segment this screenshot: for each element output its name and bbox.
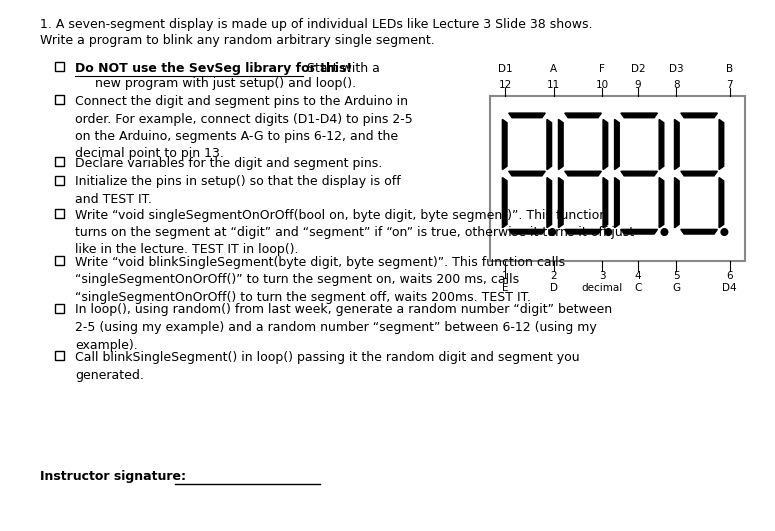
- Text: D: D: [549, 283, 558, 293]
- Text: Do NOT use the SevSeg library for this!: Do NOT use the SevSeg library for this!: [75, 62, 352, 75]
- Circle shape: [549, 229, 556, 235]
- Bar: [55, 351, 64, 360]
- Circle shape: [605, 229, 611, 235]
- Text: Connect the digit and segment pins to the Arduino in
order. For example, connect: Connect the digit and segment pins to th…: [75, 95, 413, 160]
- Polygon shape: [508, 171, 546, 176]
- Text: Declare variables for the digit and segment pins.: Declare variables for the digit and segm…: [75, 157, 382, 170]
- Bar: [55, 157, 64, 166]
- Text: Write “void blinkSingleSegment(byte digit, byte segment)”. This function calls
“: Write “void blinkSingleSegment(byte digi…: [75, 256, 565, 304]
- Bar: [490, 96, 745, 261]
- Text: G: G: [672, 283, 680, 293]
- Polygon shape: [565, 113, 601, 118]
- Text: D1: D1: [498, 64, 512, 74]
- Polygon shape: [680, 113, 718, 118]
- Circle shape: [721, 229, 728, 235]
- Polygon shape: [674, 177, 679, 228]
- Polygon shape: [621, 113, 657, 118]
- Text: 8: 8: [673, 80, 680, 90]
- Text: In loop(), using random() from last week, generate a random number “digit” betwe: In loop(), using random() from last week…: [75, 304, 612, 352]
- Polygon shape: [565, 171, 601, 176]
- Polygon shape: [680, 171, 718, 176]
- Text: Call blinkSingleSegment() in loop() passing it the random digit and segment you
: Call blinkSingleSegment() in loop() pass…: [75, 351, 580, 381]
- Text: D4: D4: [722, 283, 737, 293]
- Polygon shape: [559, 119, 563, 169]
- Polygon shape: [502, 119, 507, 169]
- Circle shape: [661, 229, 668, 235]
- Text: 2: 2: [550, 271, 557, 281]
- Polygon shape: [674, 119, 679, 169]
- Polygon shape: [659, 177, 664, 228]
- Bar: [55, 95, 64, 104]
- Text: B: B: [726, 64, 733, 74]
- Polygon shape: [719, 119, 724, 169]
- Text: 9: 9: [635, 80, 641, 90]
- Polygon shape: [547, 177, 552, 228]
- Polygon shape: [603, 119, 608, 169]
- Polygon shape: [559, 177, 563, 228]
- Text: Instructor signature:: Instructor signature:: [40, 470, 186, 483]
- Bar: [55, 176, 64, 184]
- Polygon shape: [565, 229, 601, 234]
- Text: 7: 7: [726, 80, 733, 90]
- Polygon shape: [680, 229, 718, 234]
- Polygon shape: [502, 177, 507, 228]
- Text: 3: 3: [599, 271, 605, 281]
- Text: 11: 11: [547, 80, 560, 90]
- Polygon shape: [547, 119, 552, 169]
- Text: Initialize the pins in setup() so that the display is off
and TEST IT.: Initialize the pins in setup() so that t…: [75, 176, 401, 206]
- Text: F: F: [599, 64, 605, 74]
- Bar: [55, 62, 64, 71]
- Polygon shape: [615, 177, 619, 228]
- Polygon shape: [659, 119, 664, 169]
- Text: new program with just setup() and loop().: new program with just setup() and loop()…: [95, 76, 356, 90]
- Text: 4: 4: [635, 271, 641, 281]
- Polygon shape: [603, 177, 608, 228]
- Bar: [55, 304, 64, 313]
- Text: 1: 1: [502, 271, 508, 281]
- Polygon shape: [719, 177, 724, 228]
- Text: E: E: [502, 283, 508, 293]
- Text: Write a program to blink any random arbitrary single segment.: Write a program to blink any random arbi…: [40, 34, 435, 47]
- Text: C: C: [634, 283, 642, 293]
- Polygon shape: [621, 171, 657, 176]
- Text: D2: D2: [631, 64, 646, 74]
- Text: decimal: decimal: [581, 283, 623, 293]
- Text: A: A: [550, 64, 557, 74]
- Text: 10: 10: [596, 80, 609, 90]
- Text: 5: 5: [673, 271, 680, 281]
- Bar: [55, 256, 64, 265]
- Text: 12: 12: [498, 80, 512, 90]
- Text: 6: 6: [726, 271, 733, 281]
- Text: Start with a: Start with a: [303, 62, 380, 75]
- Polygon shape: [621, 229, 657, 234]
- Text: 1. A seven-segment display is made up of individual LEDs like Lecture 3 Slide 38: 1. A seven-segment display is made up of…: [40, 18, 593, 31]
- Polygon shape: [615, 119, 619, 169]
- Polygon shape: [508, 229, 546, 234]
- Text: Write “void singleSegmentOnOrOff(bool on, byte digit, byte segment)”. This funct: Write “void singleSegmentOnOrOff(bool on…: [75, 209, 634, 256]
- Text: D3: D3: [669, 64, 684, 74]
- Bar: [55, 209, 64, 218]
- Polygon shape: [508, 113, 546, 118]
